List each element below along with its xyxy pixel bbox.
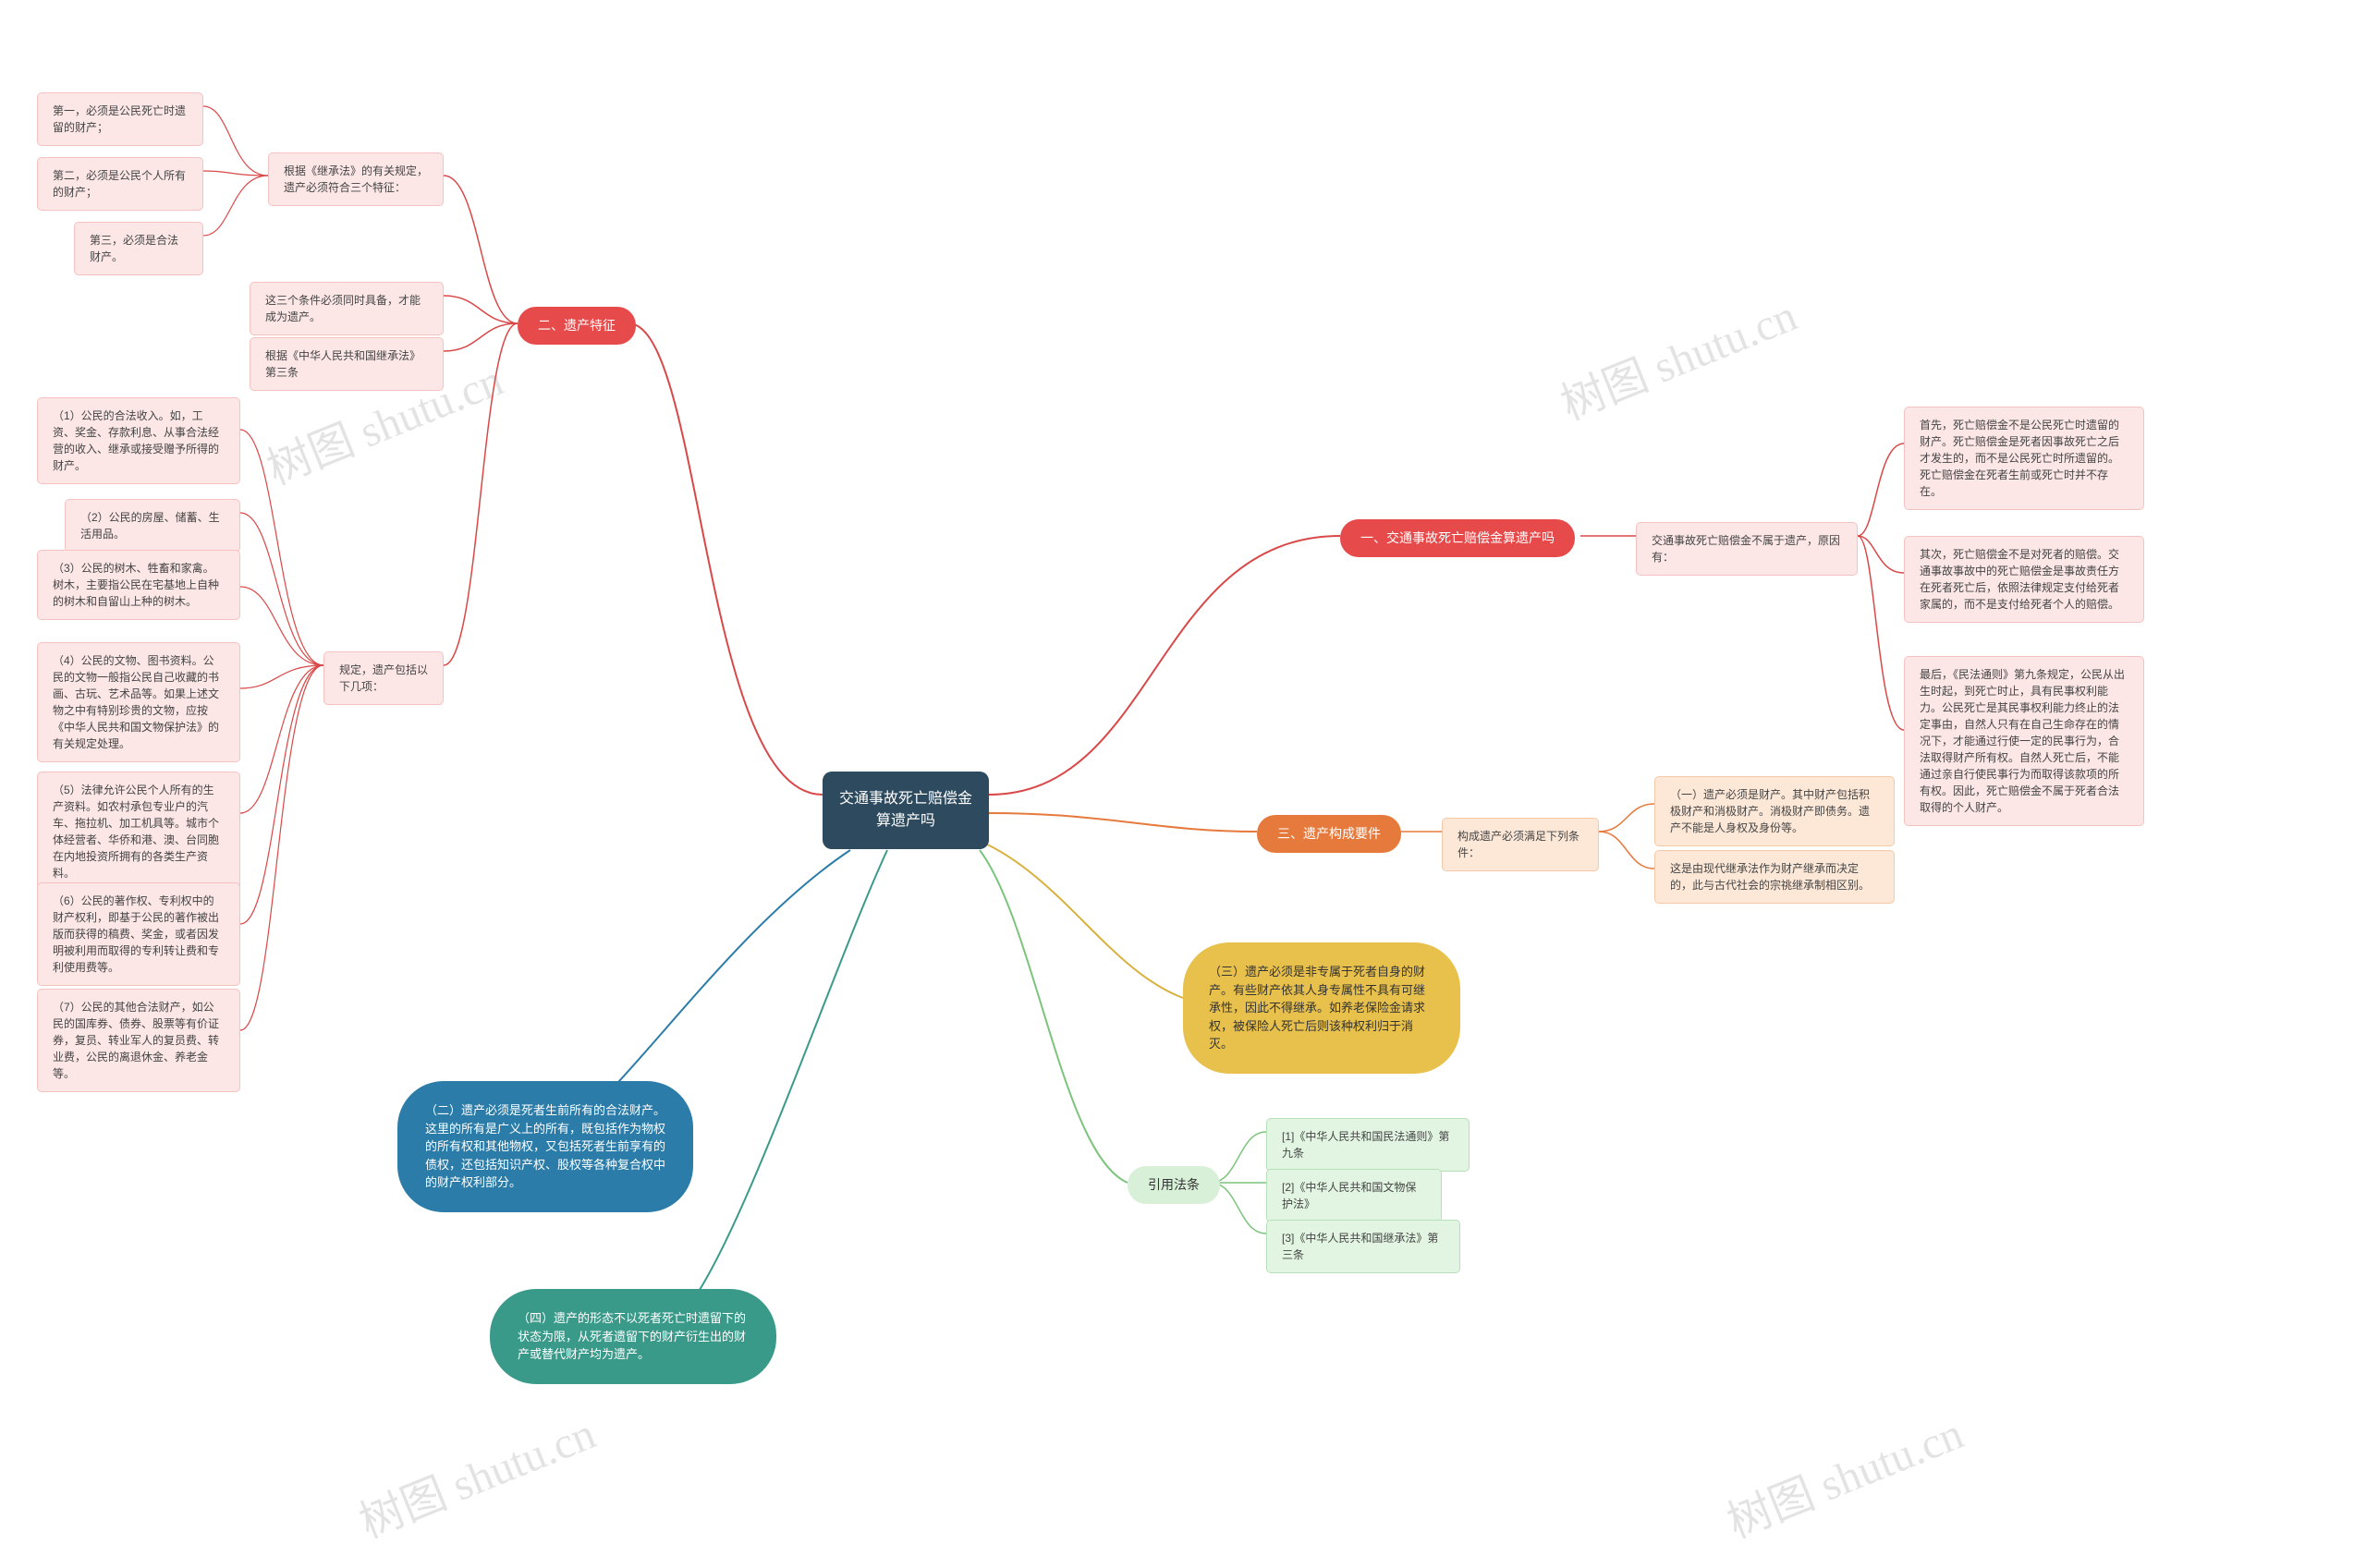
branch-1[interactable]: 一、交通事故死亡赔偿金算遗产吗 [1340,519,1575,557]
branch-2-note: 这三个条件必须同时具备，才能成为遗产。 [250,282,444,335]
branch-2-item-2: （2）公民的房屋、储蓄、生活用品。 [65,499,240,553]
branch-2-feature-1: 第一，必须是公民死亡时遗留的财产； [37,92,203,146]
bubble-cond-2[interactable]: （二）遗产必须是死者生前所有的合法财产。这里的所有是广义上的所有，既包括作为物权… [397,1081,693,1212]
branch-3[interactable]: 三、遗产构成要件 [1257,815,1401,853]
branch-1-leaf-1: 首先，死亡赔偿金不是公民死亡时遗留的财产。死亡赔偿金是死者因事故死亡之后才发生的… [1904,407,2144,510]
branch-2-feature-3: 第三，必须是合法财产。 [74,222,203,275]
branch-3-intro: 构成遗产必须满足下列条件： [1442,818,1599,871]
branch-1-leaf-3: 最后，《民法通则》第九条规定，公民从出生时起，到死亡时止，具有民事权利能力。公民… [1904,656,2144,826]
branch-2-list-intro: 规定，遗产包括以下几项： [323,651,444,705]
branch-2-item-3: （3）公民的树木、牲畜和家禽。树木，主要指公民在宅基地上自种的树木和自留山上种的… [37,550,240,620]
branch-1-leaf-2: 其次，死亡赔偿金不是对死者的赔偿。交通事故事故中的死亡赔偿金是事故责任方在死者死… [1904,536,2144,623]
branch-2-law: 根据《中华人民共和国继承法》第三条 [250,337,444,391]
branch-1-intro: 交通事故死亡赔偿金不属于遗产，原因有： [1636,522,1858,576]
branch-2[interactable]: 二、遗产特征 [518,307,636,345]
branch-cite[interactable]: 引用法条 [1128,1166,1220,1204]
branch-2-item-1: （1）公民的合法收入。如，工资、奖金、存款利息、从事合法经营的收入、继承或接受赠… [37,397,240,484]
watermark: 树图 shutu.cn [1550,279,1805,432]
branch-2-item-7: （7）公民的其他合法财产，如公民的国库券、债券、股票等有价证券，复员、转业军人的… [37,989,240,1092]
branch-2-feature-2: 第二，必须是公民个人所有的财产； [37,157,203,211]
branch-3-cond-1: （一）遗产必须是财产。其中财产包括积极财产和消极财产。消极财产即债务。遗产不能是… [1654,776,1895,846]
bubble-cond-4[interactable]: （四）遗产的形态不以死者死亡时遗留下的状态为限，从死者遗留下的财产衍生出的财产或… [490,1289,776,1384]
center-node[interactable]: 交通事故死亡赔偿金算遗产吗 [823,772,989,849]
bubble-cond-3[interactable]: （三）遗产必须是非专属于死者自身的财产。有些财产依其人身专属性不具有可继承性，因… [1183,942,1460,1074]
branch-3-cond-1b: 这是由现代继承法作为财产继承而决定的，此与古代社会的宗祧继承制相区别。 [1654,850,1895,904]
cite-1: [1]《中华人民共和国民法通则》第九条 [1266,1118,1470,1172]
branch-2-item-5: （5）法律允许公民个人所有的生产资料。如农村承包专业户的汽车、拖拉机、加工机具等… [37,772,240,892]
watermark: 树图 shutu.cn [348,1397,604,1550]
cite-3: [3]《中华人民共和国继承法》第三条 [1266,1220,1460,1273]
branch-2-item-6: （6）公民的著作权、专利权中的财产权利，即基于公民的著作被出版而获得的稿费、奖金… [37,882,240,986]
branch-2-intro1: 根据《继承法》的有关规定，遗产必须符合三个特征： [268,152,444,206]
watermark: 树图 shutu.cn [1716,1397,1971,1550]
branch-2-item-4: （4）公民的文物、图书资料。公民的文物一般指公民自己收藏的书画、古玩、艺术品等。… [37,642,240,762]
cite-2: [2]《中华人民共和国文物保护法》 [1266,1169,1442,1222]
